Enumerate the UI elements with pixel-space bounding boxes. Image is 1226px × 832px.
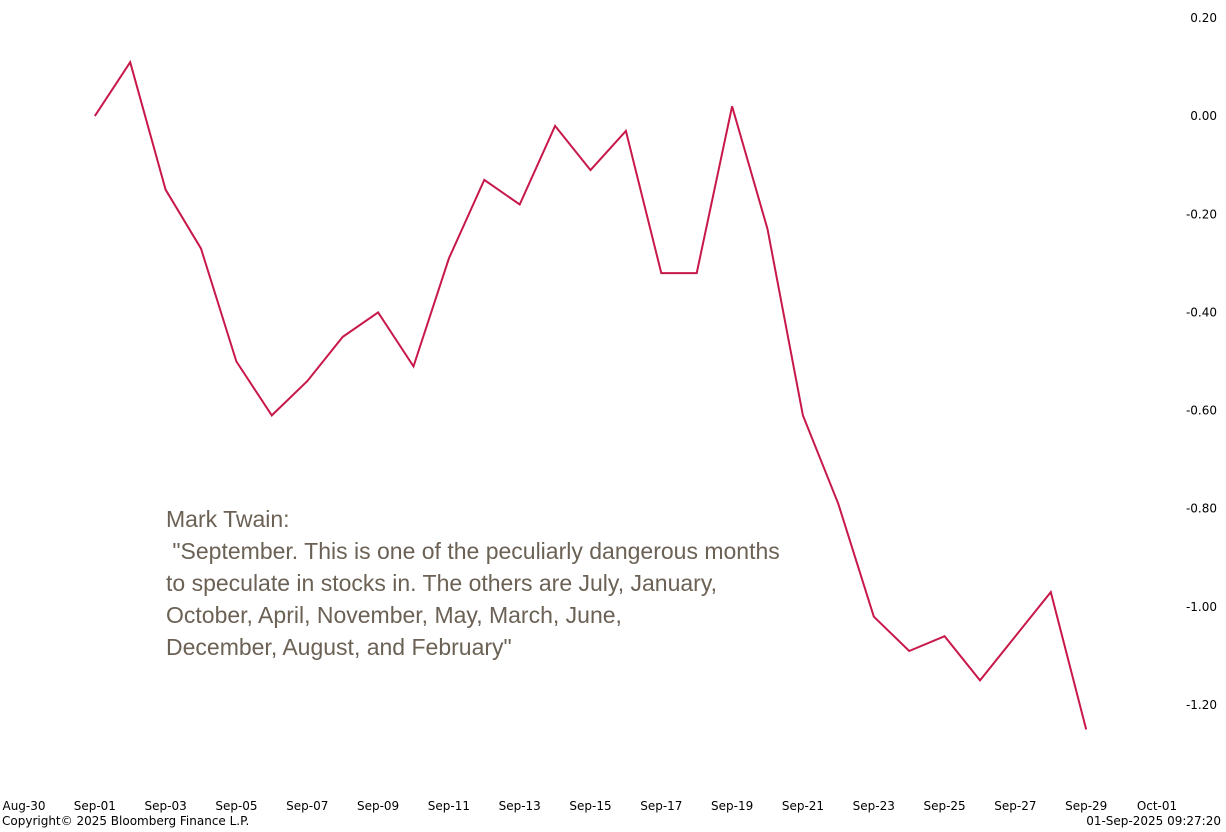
y-tick-label: -0.20 [1186, 207, 1217, 221]
x-tick-label: Sep-03 [145, 799, 187, 813]
y-axis-ticks: 0.20 0.00 -0.20 -0.40 -0.60 -0.80 -1.00 -1.20 [1186, 11, 1217, 712]
x-tick-label: Sep-15 [569, 799, 611, 813]
x-tick-label: Sep-05 [215, 799, 257, 813]
x-tick-label: Oct-01 [1137, 799, 1177, 813]
x-tick-label: Sep-27 [994, 799, 1036, 813]
x-tick-label: Sep-07 [286, 799, 328, 813]
x-tick-label: Sep-13 [499, 799, 541, 813]
y-tick-label: -0.60 [1186, 404, 1217, 418]
y-tick-label: 0.00 [1190, 109, 1217, 123]
series-group [93, 59, 1088, 730]
x-tick-label: Sep-29 [1065, 799, 1107, 813]
x-axis-ticks: Aug-30 Sep-01 Sep-03 Sep-05 Sep-07 Sep-09 Sep-… [2, 799, 1177, 813]
quote-annotation: Mark Twain: "September. This is one of t… [166, 506, 780, 660]
x-tick-label: Sep-01 [74, 799, 116, 813]
y-tick-label: -0.80 [1186, 502, 1217, 516]
x-tick-label: Sep-17 [640, 799, 682, 813]
x-tick-label: Aug-30 [2, 799, 45, 813]
x-tick-label: Sep-23 [853, 799, 895, 813]
x-tick-label: Sep-19 [711, 799, 753, 813]
series-line [93, 59, 1088, 730]
y-tick-label: -0.40 [1186, 305, 1217, 319]
copyright-text: Copyright© 2025 Bloomberg Finance L.P. [2, 814, 250, 828]
x-tick-label: Sep-21 [782, 799, 824, 813]
x-tick-label: Sep-11 [428, 799, 470, 813]
x-tick-label: Sep-25 [923, 799, 965, 813]
x-tick-label: Sep-09 [357, 799, 399, 813]
y-tick-label: 0.20 [1190, 11, 1217, 25]
y-tick-label: -1.00 [1186, 600, 1217, 614]
timestamp-text: 01-Sep-2025 09:27:20 [1086, 814, 1221, 828]
y-tick-label: -1.20 [1186, 698, 1217, 712]
